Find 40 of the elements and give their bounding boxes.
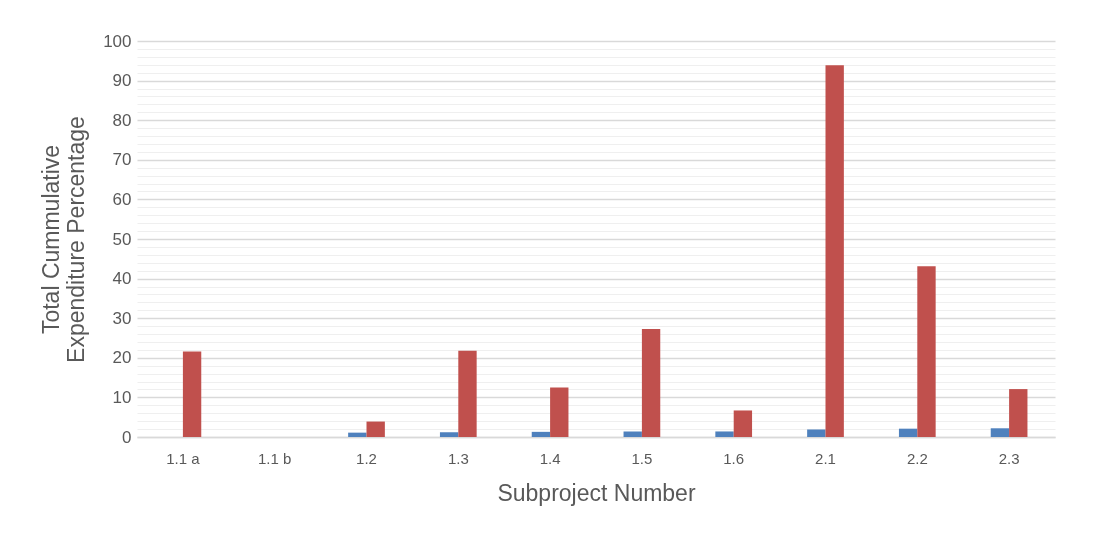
x-tick-label: 1.5 [631,449,653,467]
bar [458,350,477,437]
bar [348,432,367,437]
y-tick-label: 20 [112,348,132,368]
x-tick-label: 2.2 [906,449,928,467]
bar [1009,389,1028,437]
x-tick-label: 1.2 [356,449,377,467]
bar [715,431,734,437]
x-tick-label: 1.1 b [258,449,292,467]
bar [550,387,569,437]
x-tick-label: 2.3 [998,449,1020,467]
x-axis-title: Subproject Number [497,479,696,506]
bar [807,429,826,437]
bar [917,266,936,437]
y-axis-title: Total Cummulative Expenditure Percentage [38,116,90,363]
bar [439,432,459,437]
x-tick-label: 2.1 [815,449,836,467]
x-tick-label: 1.6 [723,449,745,467]
bar [641,328,661,437]
y-tick-label: 60 [112,189,132,209]
bar [898,428,918,437]
y-tick-label: 10 [112,387,132,407]
x-tick-label: 1.4 [539,449,561,467]
bar [733,410,753,437]
bar [366,421,385,437]
x-tick-label: 1.1 a [166,449,201,467]
x-tick-label: 1.3 [447,449,469,467]
y-tick-label: 90 [112,71,132,91]
y-tick-label: 100 [103,31,132,51]
bar [990,428,1010,437]
y-tick-label: 40 [112,269,132,289]
y-tick-label: 50 [112,229,132,249]
bar [531,431,551,437]
bar [825,65,844,437]
y-tick-label: 30 [112,308,132,328]
y-tick-label: 0 [122,427,132,447]
y-tick-label: 70 [112,150,132,170]
bar [182,351,202,437]
bar [623,431,642,437]
y-tick-label: 80 [112,110,132,130]
